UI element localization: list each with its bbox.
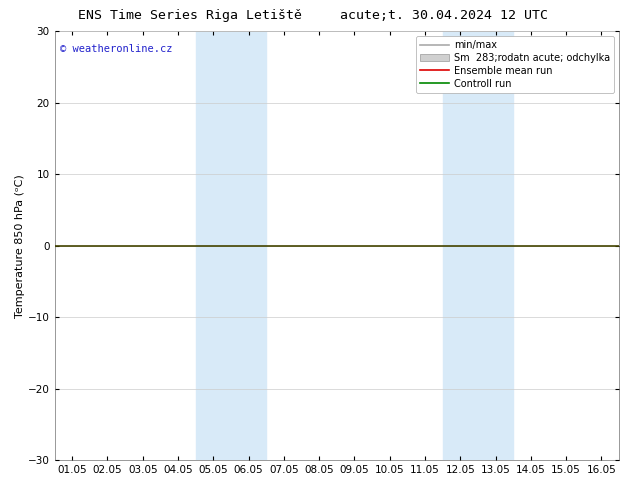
Text: ENS Time Series Riga Letiště: ENS Time Series Riga Letiště	[78, 9, 302, 22]
Text: acute;t. 30.04.2024 12 UTC: acute;t. 30.04.2024 12 UTC	[340, 9, 548, 22]
Y-axis label: Temperature 850 hPa (ᵒC): Temperature 850 hPa (ᵒC)	[15, 174, 25, 318]
Legend: min/max, Sm  283;rodatn acute; odchylka, Ensemble mean run, Controll run: min/max, Sm 283;rodatn acute; odchylka, …	[416, 36, 614, 93]
Bar	[196, 31, 266, 460]
Text: © weatheronline.cz: © weatheronline.cz	[60, 44, 172, 54]
Bar	[443, 31, 513, 460]
